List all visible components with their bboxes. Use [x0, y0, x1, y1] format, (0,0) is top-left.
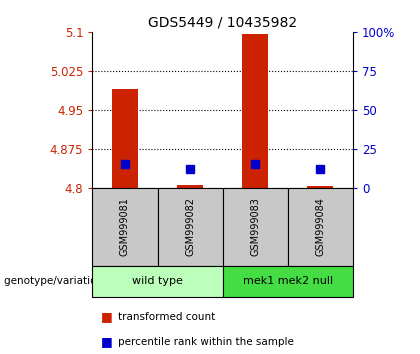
Text: transformed count: transformed count — [118, 312, 215, 322]
Bar — [242, 34, 268, 188]
Text: ■: ■ — [101, 310, 113, 323]
Text: ■: ■ — [101, 335, 113, 348]
Text: mek1 mek2 null: mek1 mek2 null — [243, 276, 333, 286]
Bar — [112, 89, 138, 188]
Text: GSM999081: GSM999081 — [120, 197, 130, 256]
Text: percentile rank within the sample: percentile rank within the sample — [118, 337, 294, 347]
Text: GSM999083: GSM999083 — [250, 197, 260, 256]
Bar — [177, 185, 203, 188]
Text: wild type: wild type — [132, 276, 183, 286]
Text: GSM999082: GSM999082 — [185, 197, 195, 256]
Title: GDS5449 / 10435982: GDS5449 / 10435982 — [148, 15, 297, 29]
Text: genotype/variation  ▶: genotype/variation ▶ — [4, 276, 118, 286]
Text: GSM999084: GSM999084 — [315, 197, 325, 256]
Bar — [307, 186, 333, 188]
